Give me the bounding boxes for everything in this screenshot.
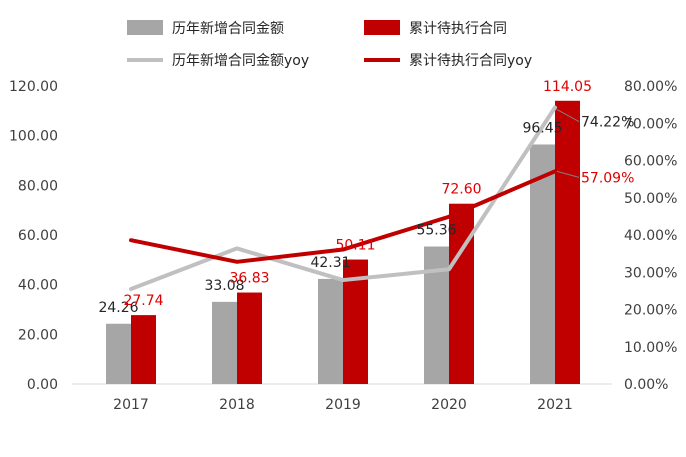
- x-tick-label: 2017: [113, 397, 149, 413]
- y-right-tick-label: 10.00%: [624, 340, 677, 356]
- end-label-backlog-yoy: 57.09%: [581, 170, 634, 186]
- x-tick-label: 2019: [325, 397, 361, 413]
- legend-label-backlog-yoy: 累计待执行合同yoy: [409, 53, 532, 69]
- bar-new-contracts: [530, 144, 555, 384]
- legend-swatch-backlog: [364, 20, 400, 35]
- y-left-tick-label: 0.00: [27, 377, 58, 393]
- data-label-new-contracts: 33.08: [204, 278, 244, 294]
- data-label-new-contracts: 96.45: [522, 120, 562, 136]
- data-label-backlog: 27.74: [123, 293, 163, 309]
- line-backlog-yoy: [129, 169, 557, 264]
- bar-backlog: [237, 292, 262, 384]
- x-tick-label: 2018: [219, 397, 255, 413]
- x-tick-label: 2020: [431, 397, 467, 413]
- legend-label-new-contracts-yoy: 历年新增合同金额yoy: [172, 53, 309, 69]
- legend-label-backlog: 累计待执行合同: [409, 21, 507, 37]
- bar-new-contracts: [212, 301, 237, 384]
- bar-new-contracts: [424, 246, 449, 384]
- x-tick-label: 2021: [537, 397, 573, 413]
- y-left-tick-label: 80.00: [18, 178, 58, 194]
- bar-backlog: [131, 315, 156, 384]
- y-right-tick-label: 30.00%: [624, 265, 677, 281]
- bar-backlog: [449, 203, 474, 384]
- data-label-backlog: 50.11: [335, 238, 375, 254]
- data-label-backlog: 36.83: [229, 271, 269, 287]
- y-right-tick-label: 50.00%: [624, 191, 677, 207]
- y-left-tick-label: 100.00: [9, 129, 58, 145]
- y-right-tick-label: 40.00%: [624, 228, 677, 244]
- data-label-new-contracts: 24.26: [98, 300, 138, 316]
- y-right-tick-label: 20.00%: [624, 303, 677, 319]
- legend-swatch-new-contracts: [127, 20, 163, 35]
- line-new-contracts-yoy: [129, 105, 557, 292]
- bar-new-contracts: [106, 323, 131, 384]
- data-label-backlog: 114.05: [543, 79, 592, 95]
- y-left-tick-label: 40.00: [18, 278, 58, 294]
- data-label-new-contracts: 42.31: [310, 255, 350, 271]
- y-right-tick-label: 60.00%: [624, 154, 677, 170]
- y-right-tick-label: 0.00%: [624, 377, 668, 393]
- y-right-tick-label: 80.00%: [624, 79, 677, 95]
- legend-label-new-contracts: 历年新增合同金额: [172, 21, 284, 37]
- leader-line-backlog-yoy: [556, 170, 580, 178]
- data-label-backlog: 72.60: [441, 182, 481, 198]
- y-left-tick-label: 120.00: [9, 79, 58, 95]
- leader-line-new-contracts-yoy: [556, 109, 580, 122]
- end-label-new-contracts-yoy: 74.22%: [581, 115, 634, 131]
- y-right-tick-label: 70.00%: [624, 116, 677, 132]
- data-label-new-contracts: 55.36: [416, 223, 456, 239]
- bar-backlog: [555, 100, 580, 385]
- y-left-tick-label: 20.00: [18, 327, 58, 343]
- bar-new-contracts: [318, 278, 343, 384]
- y-left-tick-label: 60.00: [18, 228, 58, 244]
